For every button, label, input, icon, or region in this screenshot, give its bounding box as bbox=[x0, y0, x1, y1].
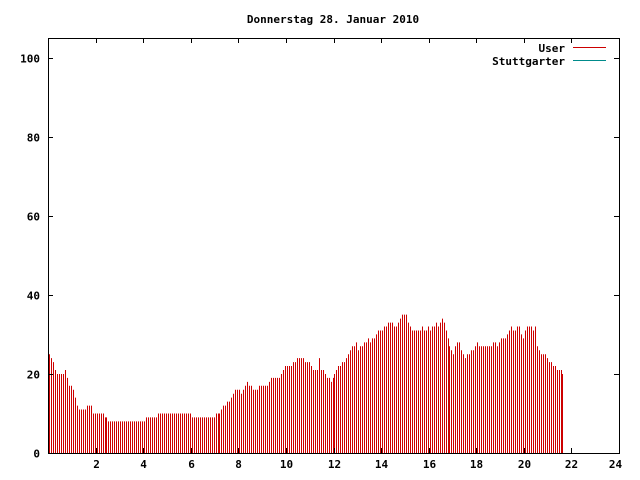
x-tick-label: 22 bbox=[565, 458, 578, 471]
x-tick-label: 10 bbox=[280, 458, 293, 471]
x-tick-label: 14 bbox=[375, 458, 389, 471]
y-axis: 0 20 40 60 80 100 bbox=[20, 53, 619, 461]
x-tick-label: 4 bbox=[140, 458, 147, 471]
x-tick-label: 8 bbox=[235, 458, 242, 471]
y-tick-label: 40 bbox=[27, 290, 40, 303]
x-tick-label: 16 bbox=[423, 458, 437, 471]
x-tick-label: 12 bbox=[328, 458, 341, 471]
bar-series-user bbox=[49, 314, 563, 453]
y-tick-label: 80 bbox=[27, 132, 40, 145]
legend-label: User bbox=[539, 42, 566, 55]
x-tick-label: 24 bbox=[609, 458, 623, 471]
chart-title: Donnerstag 28. Januar 2010 bbox=[247, 13, 419, 26]
x-tick-label: 18 bbox=[470, 458, 483, 471]
x-axis: 2 4 6 8 10 12 14 16 18 20 22 24 bbox=[93, 38, 622, 471]
y-tick-label: 20 bbox=[27, 369, 40, 382]
y-tick-label: 100 bbox=[20, 53, 40, 66]
x-tick-label: 2 bbox=[93, 458, 100, 471]
x-tick-label: 20 bbox=[518, 458, 531, 471]
y-tick-label: 0 bbox=[33, 448, 40, 461]
legend-label: Stuttgarter bbox=[492, 55, 565, 68]
y-tick-label: 60 bbox=[27, 211, 40, 224]
x-tick-label: 6 bbox=[188, 458, 195, 471]
